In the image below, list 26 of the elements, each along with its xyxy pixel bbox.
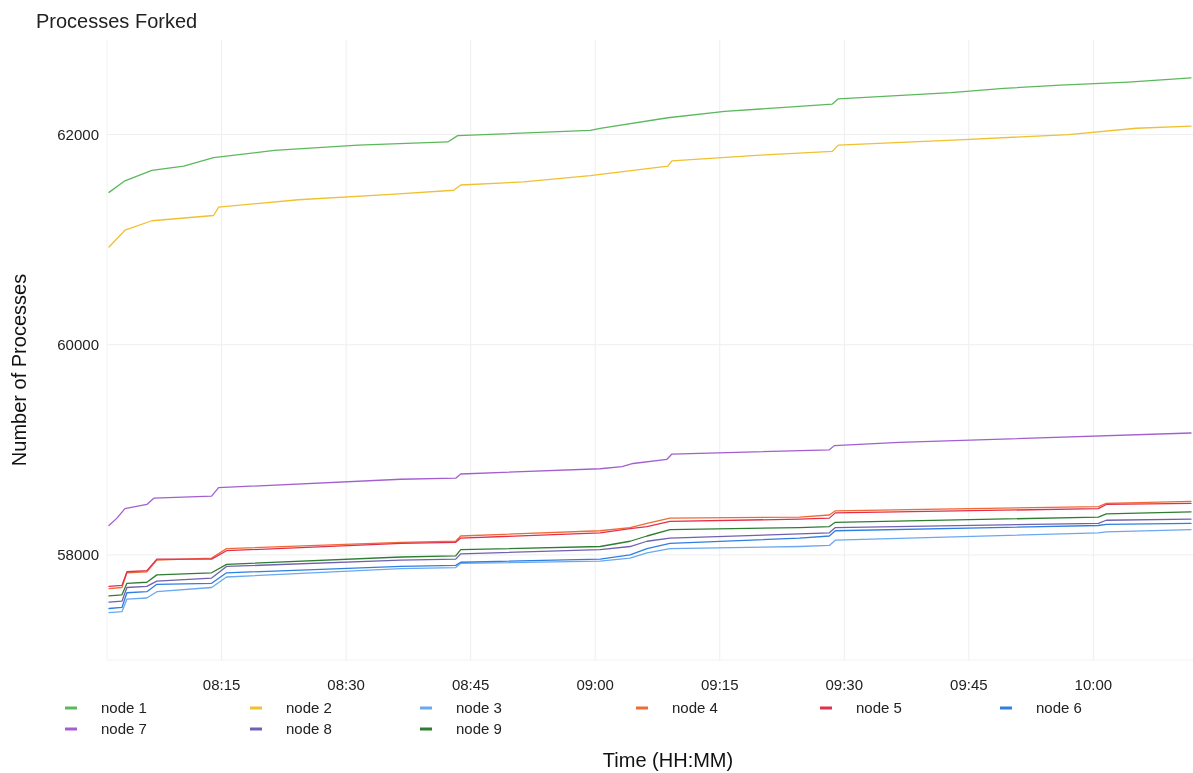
legend-label: node 8 (286, 720, 332, 738)
y-tick-label: 60000 (57, 336, 99, 353)
legend-label: node 7 (101, 720, 147, 738)
x-axis-title: Time (HH:MM) (602, 749, 734, 771)
y-tick-label: 62000 (57, 125, 99, 143)
legend-label: node 2 (286, 699, 332, 717)
x-tick-label: 08:30 (327, 676, 365, 693)
line-series (108, 432, 1192, 527)
x-tick-label: 08:45 (451, 676, 490, 693)
legend-label: node 9 (456, 720, 502, 738)
x-tick-label: 09:00 (576, 676, 614, 693)
line-series (108, 77, 1192, 194)
line-series (108, 125, 1192, 248)
legend-label: node 5 (856, 699, 902, 717)
y-axis-title: Number of Processes (8, 273, 30, 467)
x-tick-label: 09:15 (700, 676, 739, 693)
x-tick-label: 10:00 (1074, 676, 1113, 693)
legend-label: node 3 (456, 699, 502, 717)
chart-title: Processes Forked (36, 10, 198, 32)
legend-label: node 4 (672, 699, 718, 717)
x-tick-label: 08:15 (202, 676, 241, 693)
x-tick-label: 09:45 (950, 676, 988, 693)
legend-label: node 6 (1036, 699, 1082, 717)
y-tick-label: 58000 (57, 546, 99, 564)
legend-label: node 1 (101, 699, 147, 717)
x-tick-label: 09:30 (825, 676, 864, 693)
